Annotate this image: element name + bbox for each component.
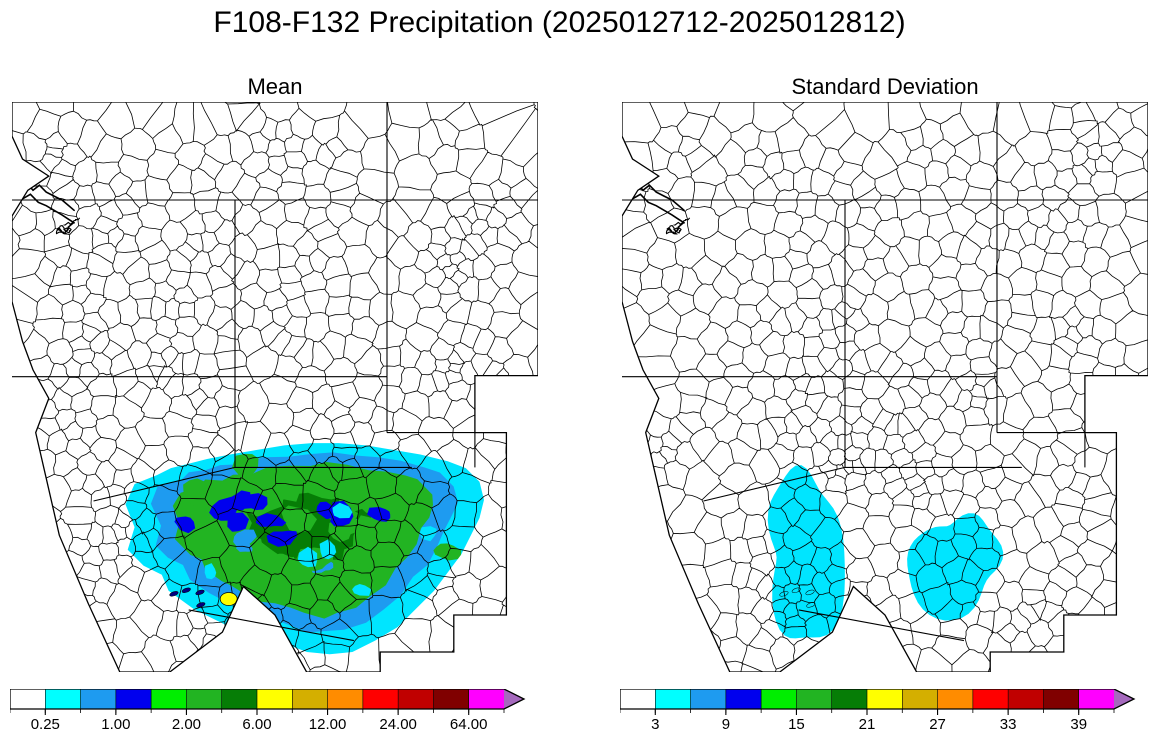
svg-text:2.00: 2.00 bbox=[172, 716, 201, 731]
svg-text:1.00: 1.00 bbox=[101, 716, 130, 731]
svg-text:15: 15 bbox=[788, 716, 805, 731]
svg-text:0.25: 0.25 bbox=[31, 716, 60, 731]
svg-text:24.00: 24.00 bbox=[379, 716, 417, 731]
svg-text:9: 9 bbox=[722, 716, 730, 731]
svg-text:39: 39 bbox=[1070, 716, 1087, 731]
svg-text:6.00: 6.00 bbox=[242, 716, 271, 731]
svg-text:64.00: 64.00 bbox=[450, 716, 488, 731]
svg-text:12.00: 12.00 bbox=[309, 716, 347, 731]
svg-text:33: 33 bbox=[1000, 716, 1017, 731]
svg-text:21: 21 bbox=[859, 716, 876, 731]
svg-text:27: 27 bbox=[929, 716, 946, 731]
svg-text:3: 3 bbox=[651, 716, 659, 731]
